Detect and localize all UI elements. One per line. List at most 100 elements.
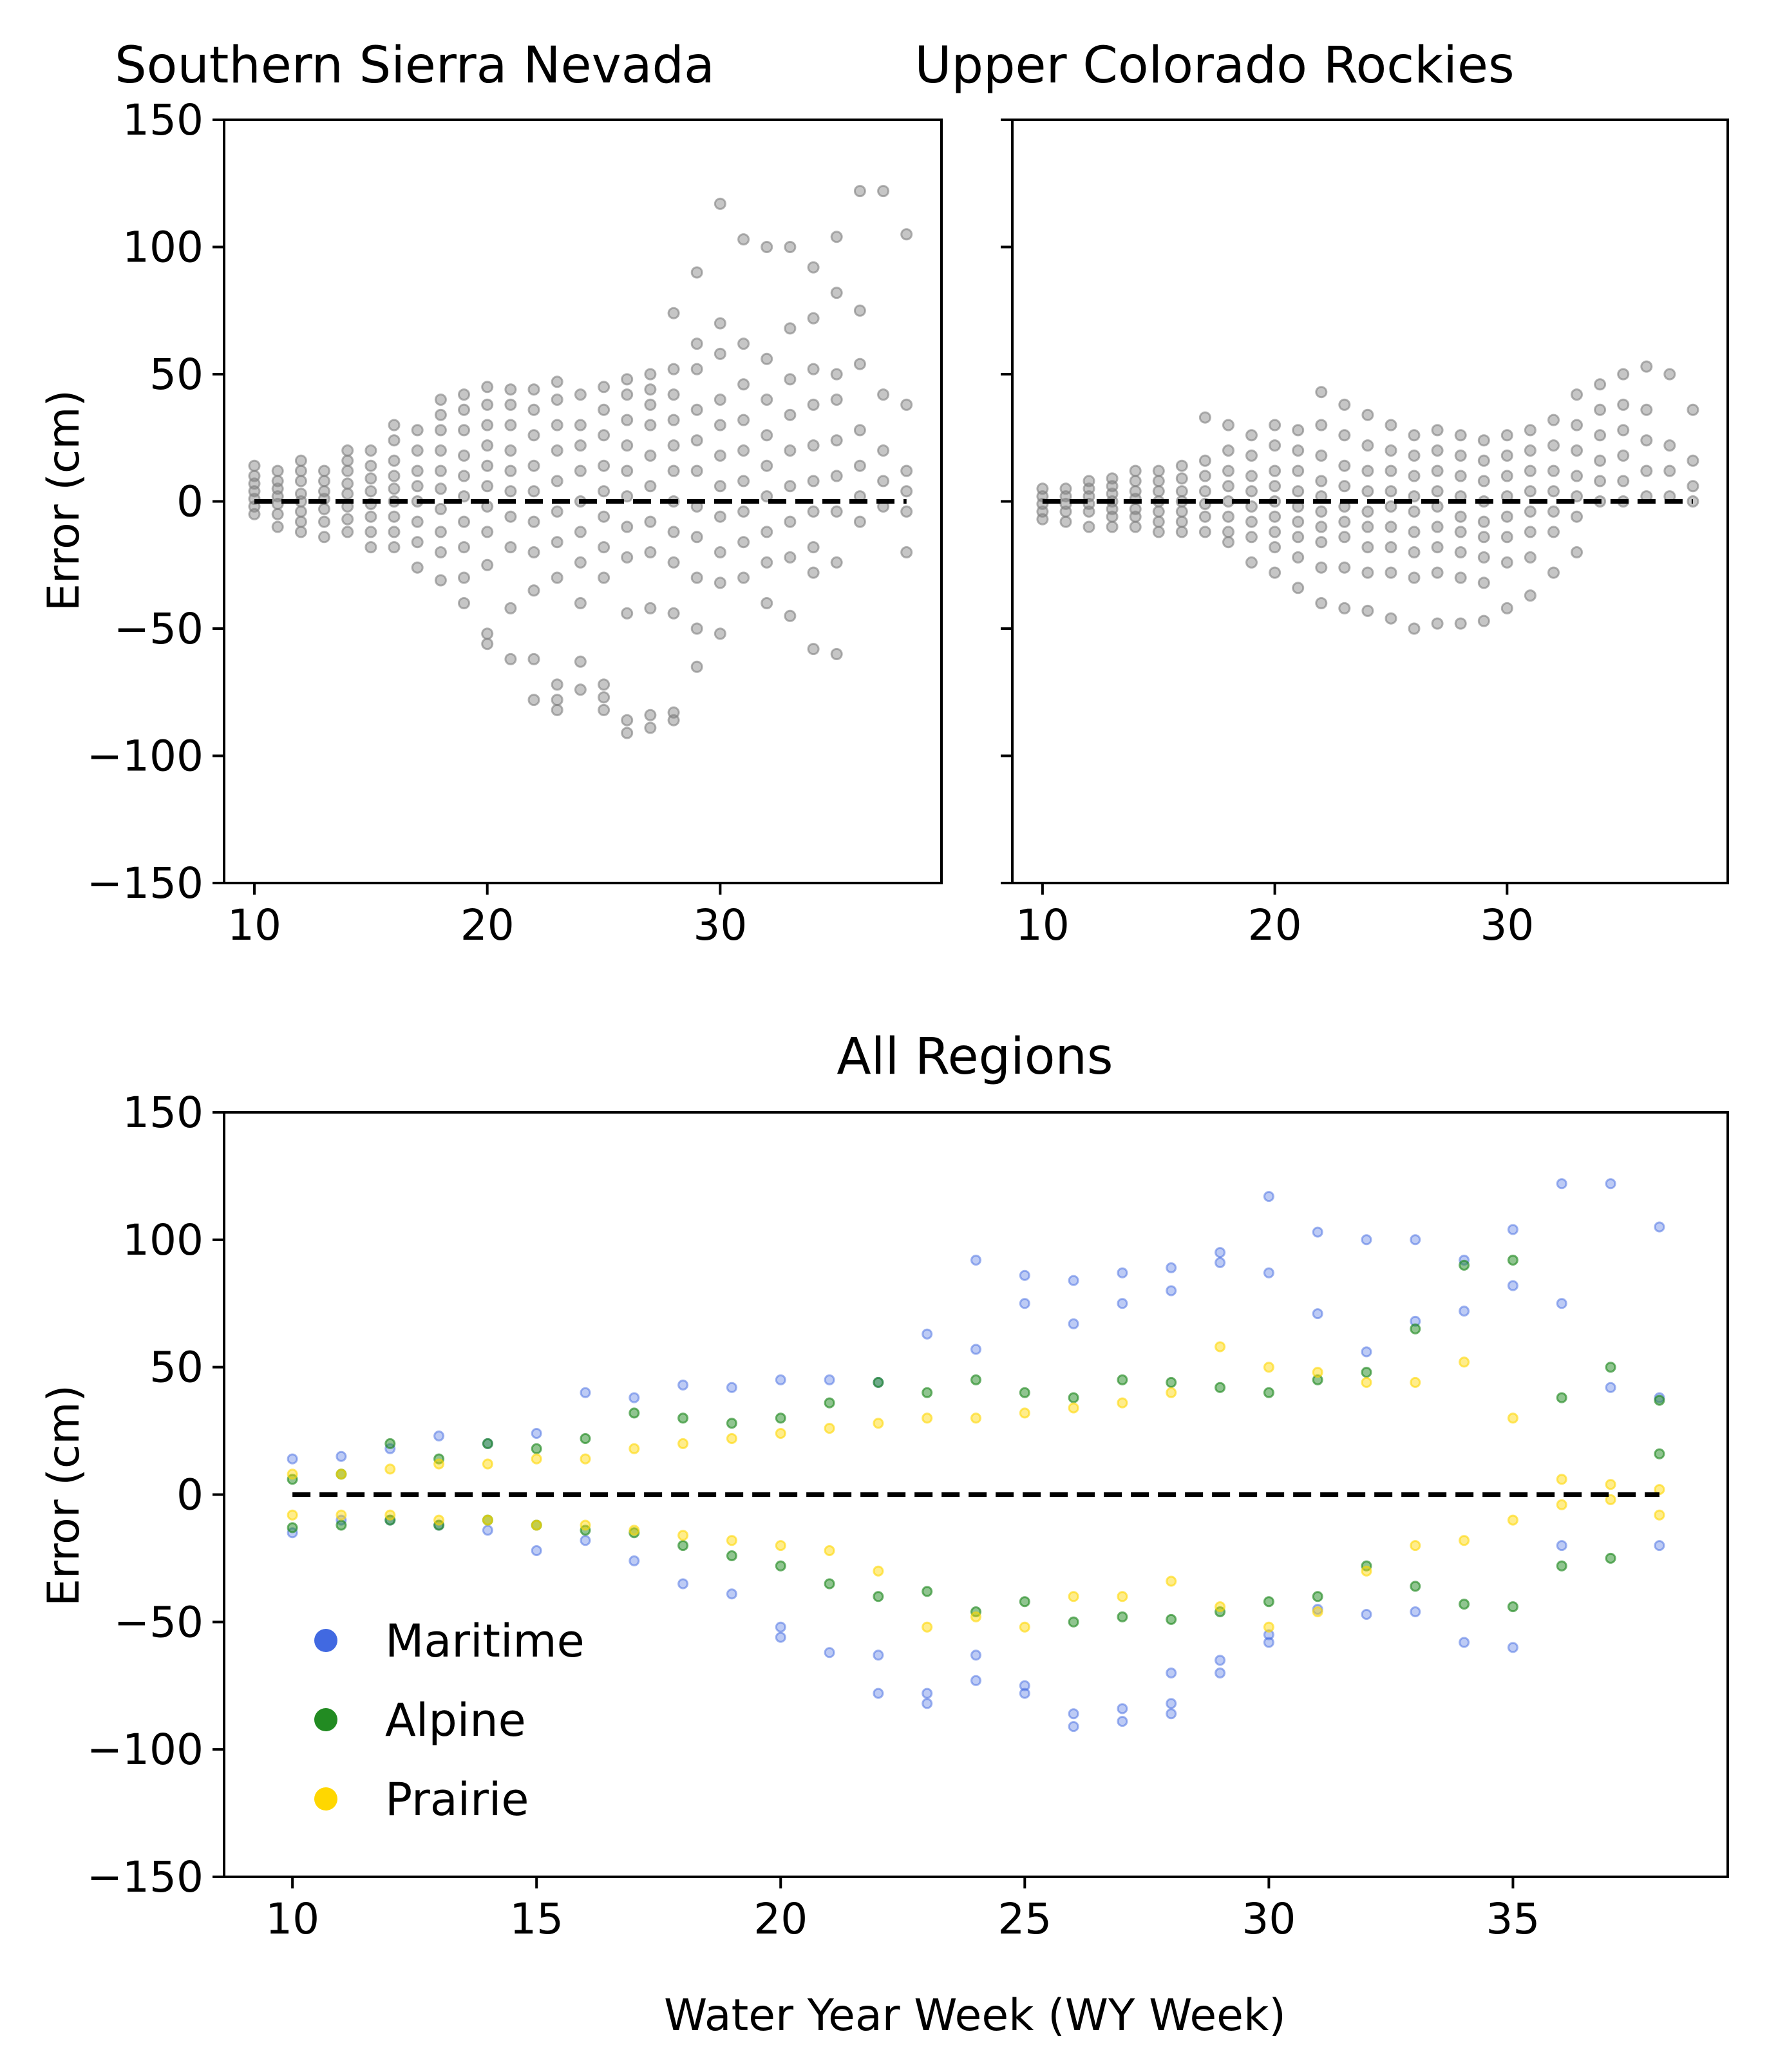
data-point — [271, 464, 284, 477]
data-point-maritime — [970, 1649, 981, 1661]
data-point — [1292, 444, 1305, 457]
data-point — [1338, 531, 1351, 544]
data-point — [527, 485, 540, 498]
data-point-maritime — [1312, 1226, 1323, 1238]
data-point-maritime — [1654, 1221, 1665, 1233]
y-tick-label: −50 — [114, 604, 203, 654]
data-point — [1152, 515, 1165, 528]
data-point-maritime — [726, 1588, 737, 1600]
data-point-alpine — [629, 1407, 640, 1419]
data-point-prairie — [1019, 1407, 1030, 1419]
data-point-maritime — [482, 1525, 493, 1536]
data-point — [364, 444, 377, 457]
data-point — [1315, 597, 1328, 609]
data-point-prairie — [1507, 1412, 1518, 1424]
data-point — [621, 464, 634, 477]
data-point — [458, 470, 470, 482]
data-point — [644, 449, 657, 462]
data-point — [458, 571, 470, 584]
data-point-prairie — [824, 1545, 835, 1556]
data-point — [1408, 571, 1421, 584]
data-point — [1431, 444, 1444, 457]
data-point — [1361, 505, 1374, 518]
data-point — [551, 375, 563, 388]
data-point-prairie — [629, 1525, 640, 1536]
data-point-prairie — [531, 1519, 542, 1531]
data-point-prairie — [873, 1565, 884, 1577]
data-point-prairie — [1068, 1591, 1079, 1602]
data-point — [1431, 485, 1444, 498]
data-point — [1477, 515, 1490, 528]
data-point — [1245, 500, 1258, 513]
data-point — [1269, 526, 1281, 538]
data-point-prairie — [970, 1611, 981, 1622]
y-tick-label: −100 — [87, 732, 203, 781]
data-point — [1547, 566, 1560, 579]
data-point — [1640, 434, 1653, 447]
data-point — [598, 459, 610, 472]
data-point — [458, 597, 470, 609]
data-point-maritime — [1166, 1698, 1177, 1709]
data-point — [644, 419, 657, 432]
y-tick-label: −100 — [87, 1725, 203, 1774]
data-point — [690, 403, 703, 416]
data-point — [690, 434, 703, 447]
data-point — [341, 513, 354, 526]
data-point — [1594, 454, 1607, 467]
data-point-maritime — [873, 1649, 884, 1661]
data-point-prairie — [336, 1468, 347, 1480]
data-point-prairie — [1117, 1397, 1128, 1409]
data-point — [830, 648, 843, 660]
y-tick-label: −150 — [87, 859, 203, 908]
data-point-prairie — [677, 1530, 689, 1541]
data-points — [1036, 360, 1699, 635]
data-point-maritime — [1166, 1708, 1177, 1720]
data-point — [1361, 408, 1374, 421]
data-point — [364, 472, 377, 485]
data-point-maritime — [1117, 1703, 1128, 1715]
data-point — [784, 373, 797, 386]
data-point — [598, 485, 610, 498]
data-point — [481, 627, 494, 640]
y-tick-label: 100 — [122, 1215, 203, 1265]
data-point — [1408, 490, 1421, 503]
data-point — [504, 602, 517, 614]
data-point — [621, 439, 634, 452]
data-point — [1547, 439, 1560, 452]
data-point — [551, 444, 563, 457]
data-point-alpine — [677, 1540, 689, 1552]
data-point — [1524, 526, 1536, 538]
data-point — [388, 510, 401, 523]
data-point — [667, 526, 680, 538]
data-point — [737, 337, 750, 350]
data-point — [1524, 589, 1536, 602]
data-point — [271, 508, 284, 520]
data-point — [807, 261, 820, 274]
data-point-alpine — [1410, 1323, 1421, 1335]
data-point-maritime — [1068, 1721, 1079, 1733]
data-point — [434, 444, 447, 457]
legend: Maritime Alpine Prairie — [314, 1615, 585, 1826]
data-point — [1385, 419, 1397, 432]
data-point — [1477, 576, 1490, 589]
data-point — [690, 464, 703, 477]
data-point — [1338, 602, 1351, 614]
data-point — [1524, 551, 1536, 564]
data-point — [1338, 398, 1351, 411]
data-point — [1315, 386, 1328, 399]
data-point-maritime — [1507, 1280, 1518, 1291]
data-point — [690, 363, 703, 375]
data-point — [1292, 515, 1305, 528]
data-point — [1269, 541, 1281, 554]
data-point — [1500, 449, 1513, 462]
data-point — [853, 304, 866, 317]
data-point-maritime — [970, 1255, 981, 1266]
data-point — [1175, 459, 1188, 472]
data-point — [318, 502, 330, 515]
data-point — [737, 233, 750, 246]
data-point-maritime — [1166, 1285, 1177, 1297]
data-point-maritime — [1117, 1716, 1128, 1727]
data-point — [527, 403, 540, 416]
data-point — [1269, 566, 1281, 579]
data-point — [737, 536, 750, 549]
